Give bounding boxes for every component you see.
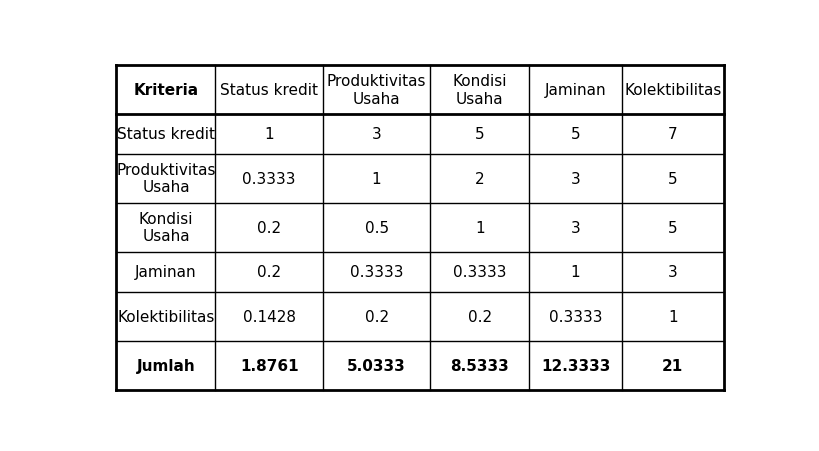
Text: 5: 5: [667, 220, 676, 235]
Text: 1: 1: [371, 171, 381, 186]
Text: Kriteria: Kriteria: [133, 83, 198, 97]
Text: Jaminan: Jaminan: [135, 265, 197, 280]
Text: 21: 21: [662, 358, 683, 373]
Text: 1: 1: [474, 220, 484, 235]
Text: 5: 5: [667, 171, 676, 186]
Text: 3: 3: [570, 171, 580, 186]
Text: 3: 3: [570, 220, 580, 235]
Text: 2: 2: [474, 171, 484, 186]
Text: 8.5333: 8.5333: [450, 358, 509, 373]
Text: 0.3333: 0.3333: [548, 309, 601, 324]
Text: 3: 3: [371, 127, 381, 142]
Text: 5.0333: 5.0333: [346, 358, 405, 373]
Text: 3: 3: [667, 265, 677, 280]
Text: 12.3333: 12.3333: [541, 358, 609, 373]
Text: Produktivitas
Usaha: Produktivitas Usaha: [327, 74, 426, 106]
Text: 0.2: 0.2: [364, 309, 388, 324]
Text: 0.2: 0.2: [257, 265, 281, 280]
Text: 1: 1: [264, 127, 274, 142]
Text: Jaminan: Jaminan: [544, 83, 605, 97]
Text: 0.5: 0.5: [364, 220, 388, 235]
Text: 7: 7: [667, 127, 676, 142]
Text: 0.3333: 0.3333: [242, 171, 296, 186]
Text: Status kredit: Status kredit: [220, 83, 318, 97]
Text: 0.1428: 0.1428: [242, 309, 296, 324]
Text: Status kredit: Status kredit: [117, 127, 215, 142]
Text: 5: 5: [474, 127, 484, 142]
Text: Produktivitas
Usaha: Produktivitas Usaha: [116, 163, 215, 195]
Text: 1: 1: [667, 309, 676, 324]
Text: Kondisi
Usaha: Kondisi Usaha: [138, 212, 193, 244]
Text: Kolektibilitas: Kolektibilitas: [117, 309, 215, 324]
Text: 0.3333: 0.3333: [350, 265, 403, 280]
Text: 1.8761: 1.8761: [240, 358, 298, 373]
Text: Kolektibilitas: Kolektibilitas: [623, 83, 721, 97]
Text: 0.2: 0.2: [257, 220, 281, 235]
Text: Jumlah: Jumlah: [137, 358, 195, 373]
Text: 1: 1: [570, 265, 580, 280]
Text: 5: 5: [570, 127, 580, 142]
Text: Kondisi
Usaha: Kondisi Usaha: [452, 74, 506, 106]
Text: 0.2: 0.2: [467, 309, 491, 324]
Text: 0.3333: 0.3333: [453, 265, 506, 280]
